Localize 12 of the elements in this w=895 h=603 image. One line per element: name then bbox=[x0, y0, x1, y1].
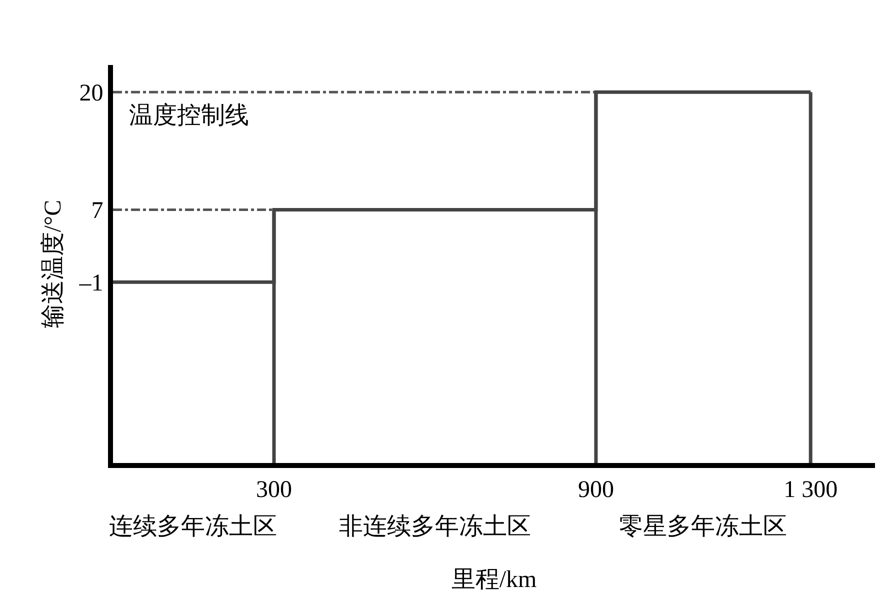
y-tick-label: –1 bbox=[78, 270, 104, 296]
text: 连续多年冻土区 bbox=[109, 513, 277, 540]
x-tick-label: 300 bbox=[256, 476, 292, 503]
ref-line-label: 温度控制线 bbox=[129, 102, 249, 129]
y-tick-label: 7 bbox=[91, 198, 104, 224]
y-tick-label: 20 bbox=[79, 80, 104, 107]
text: 非连续多年冻土区 bbox=[339, 513, 531, 540]
x-tick-label: 1 300 bbox=[784, 476, 838, 503]
x-tick-label: 900 bbox=[578, 476, 614, 503]
y-axis-title: 输送温度/°C bbox=[39, 200, 66, 328]
x-axis-title: 里程/km bbox=[451, 567, 537, 594]
text: 零星多年冻土区 bbox=[619, 513, 787, 540]
